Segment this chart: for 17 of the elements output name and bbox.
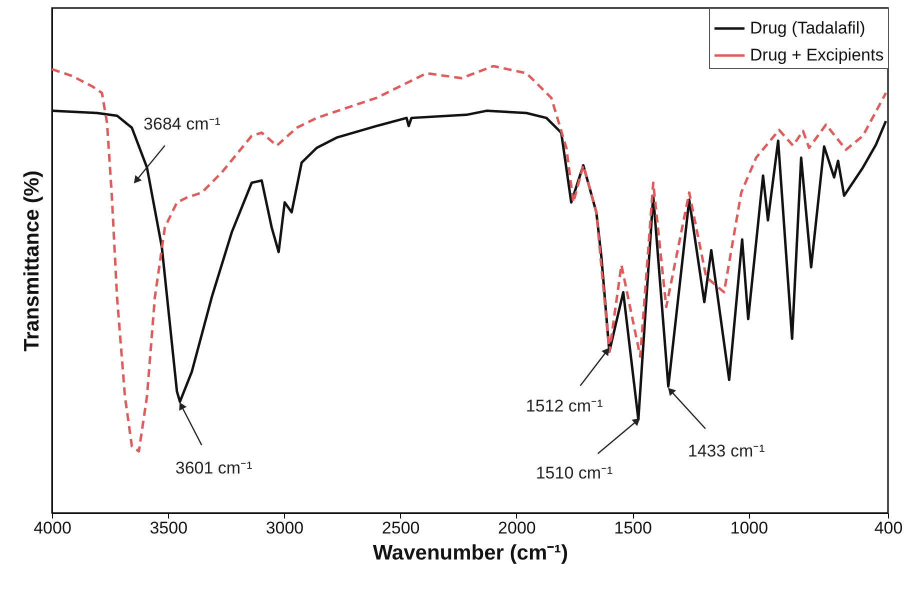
legend-label: Drug (Tadalafil) [750, 18, 866, 38]
x-tick-label: 400 [874, 518, 903, 538]
x-tick-label: 1500 [614, 518, 652, 538]
x-tick-label: 2500 [382, 518, 420, 538]
x-axis-title: Wavenumber (cm⁻¹) [372, 542, 568, 564]
annotation: 1510 cm⁻¹ [536, 463, 614, 482]
annotation: 3601 cm⁻¹ [175, 458, 253, 478]
legend-label: Drug + Excipients [750, 46, 884, 64]
x-tick-label: 3500 [150, 518, 188, 538]
annotation: 3684 cm⁻¹ [144, 114, 221, 134]
x-tick-label: 4000 [34, 518, 72, 538]
annotation: 1512 cm⁻¹ [526, 396, 604, 416]
x-tick-label: 1000 [730, 518, 768, 538]
annotation: 1433 cm⁻¹ [688, 441, 766, 460]
y-axis-title: Transmittance (%) [20, 170, 44, 352]
x-tick-label: 3000 [266, 518, 304, 538]
x-tick-label: 2000 [498, 518, 536, 538]
